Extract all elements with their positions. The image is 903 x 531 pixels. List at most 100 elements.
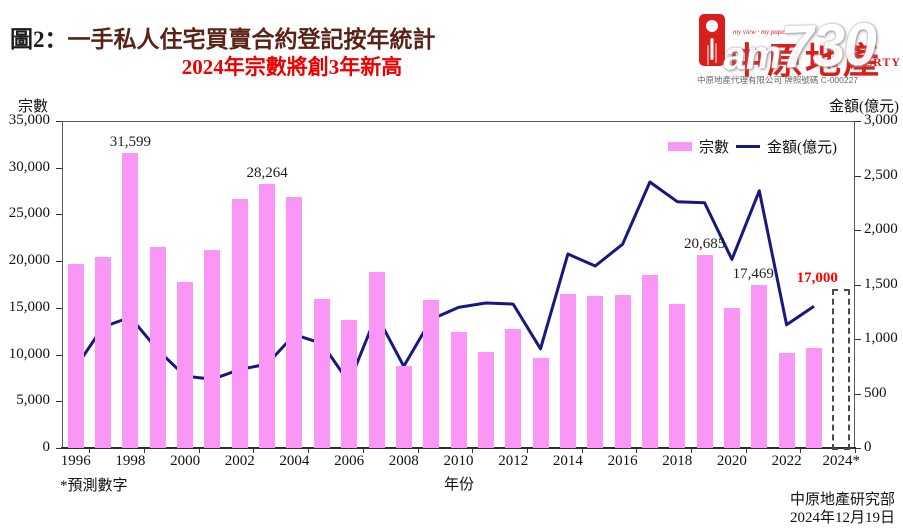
left-axis-tick	[56, 401, 62, 403]
brand-name: 中原地產	[729, 41, 882, 81]
right-axis-tick-label: 2,000	[864, 221, 898, 237]
x-axis-tick	[417, 448, 419, 453]
x-axis-tick-label: 2004	[279, 453, 310, 469]
logo-tagline: my view · my paper	[733, 28, 788, 36]
x-axis-line	[61, 447, 856, 449]
x-axis-tick	[526, 448, 528, 453]
x-axis-title: 年份	[443, 477, 475, 493]
right-axis-tick	[855, 230, 861, 231]
bar-2007	[368, 272, 385, 448]
x-axis-tick-label: 2022	[771, 453, 802, 469]
x-axis-tick-label: 2014	[552, 453, 583, 469]
x-axis-tick	[690, 448, 692, 453]
bar-2014	[559, 293, 576, 448]
bar-2019	[696, 254, 713, 448]
right-axis-tick-label: 1,500	[864, 275, 898, 292]
bar-2008	[395, 365, 412, 448]
source-block: 中原地產研究部 2024年12月19日	[790, 491, 895, 527]
right-axis-tick-label: 500	[864, 384, 887, 401]
data-label-2003: 28,264	[246, 164, 288, 181]
bar-2015	[587, 295, 604, 448]
legend: 宗數 金額(億元)	[668, 136, 837, 157]
left-axis-tick-label: 30,000	[8, 158, 50, 175]
right-axis-tick	[855, 339, 861, 340]
x-axis-tick	[855, 448, 856, 453]
bar-1999	[149, 247, 166, 448]
left-axis-tick	[56, 354, 62, 356]
forecast-footnote: *預測數字	[60, 478, 128, 494]
figure-number: 圖2：	[10, 27, 68, 52]
x-axis-tick-label: 2010	[443, 453, 474, 469]
brand-property-text: PERTY	[855, 55, 901, 69]
bar-2005	[313, 299, 330, 448]
right-axis-tick	[855, 393, 861, 395]
x-axis-tick-label: 2018	[662, 453, 693, 469]
legend-line-swatch	[736, 145, 761, 148]
source-date: 2024年12月19日	[789, 510, 895, 526]
x-axis-tick	[253, 448, 255, 453]
x-axis-tick-label: 2012	[498, 453, 529, 469]
watermark-730: 730	[779, 10, 877, 81]
centaline-logo-icon	[699, 14, 725, 66]
right-axis-tick	[855, 448, 861, 449]
bar-2004	[286, 196, 303, 448]
bar-2021	[751, 284, 768, 448]
x-axis-tick-label: 2006	[334, 453, 365, 469]
logo-swoosh-shape	[710, 38, 714, 60]
centaline-logo: my view · my paper 中原地產 PERTY am730 中原地產…	[697, 6, 903, 90]
data-label-1998: 31,599	[109, 133, 152, 150]
left-axis-tick	[56, 448, 62, 449]
x-axis-tick-label: 2002	[224, 453, 255, 469]
legend-bar-swatch	[668, 142, 692, 151]
left-axis-tick	[56, 121, 62, 122]
figure-title: 圖2：一手私人住宅買賣合約登記按年統計	[10, 20, 436, 54]
bar-1996	[67, 263, 84, 448]
figure-title-text: 一手私人住宅買賣合約登記按年統計	[67, 27, 436, 52]
bar-2003	[259, 183, 276, 448]
watermark-am: am	[722, 32, 782, 79]
left-axis-title: 宗數	[18, 99, 49, 115]
x-axis-tick	[636, 448, 638, 453]
data-label-2024: 17,000	[796, 270, 838, 287]
right-axis-title: 金額(億元)	[829, 99, 899, 115]
left-axis-tick	[56, 214, 62, 216]
left-axis-tick-label: 25,000	[8, 205, 50, 222]
left-axis-tick-label: 20,000	[8, 252, 50, 269]
right-axis-tick-label: 2,500	[864, 166, 898, 183]
left-axis-tick-label: 35,000	[8, 112, 50, 128]
bar-2023	[806, 348, 822, 448]
bar-1997	[95, 257, 111, 448]
x-axis-tick	[198, 448, 200, 453]
x-axis-tick	[472, 448, 474, 453]
bar-2001	[204, 249, 221, 448]
left-axis-tick	[56, 167, 62, 169]
left-axis-tick-label: 0	[42, 439, 51, 455]
left-axis-tick-label: 15,000	[8, 298, 50, 315]
x-axis-tick	[362, 448, 364, 453]
x-axis-tick-label: 1996	[60, 453, 91, 469]
x-axis-tick-label: 2000	[170, 453, 201, 469]
right-axis-tick-label: 3,000	[864, 112, 898, 128]
right-axis-tick-label: 1,000	[864, 330, 898, 346]
x-axis-tick-label: 2008	[388, 453, 419, 469]
bar-2018	[669, 304, 686, 448]
bar-2002	[231, 198, 248, 448]
left-axis-tick-label: 5,000	[16, 392, 50, 409]
x-axis-tick	[144, 448, 145, 453]
data-label-2019: 20,685	[683, 235, 726, 252]
x-axis-tick-label: 2020	[716, 453, 747, 469]
left-axis-tick-label: 10,000	[8, 345, 50, 362]
bar-2017	[641, 275, 658, 448]
bar-2013	[532, 358, 549, 448]
bar-2006	[341, 320, 358, 448]
right-axis-tick	[855, 121, 861, 122]
left-axis-tick	[56, 261, 62, 263]
am730-watermark: am730	[722, 9, 877, 83]
figure-subtitle: 2024年宗數將創3年新高	[181, 55, 403, 79]
bar-forecast-2024	[832, 289, 851, 450]
x-axis-tick	[308, 448, 310, 453]
right-axis-tick	[855, 175, 861, 177]
legend-bar-label: 宗數	[699, 140, 730, 156]
right-axis-tick	[855, 284, 861, 286]
